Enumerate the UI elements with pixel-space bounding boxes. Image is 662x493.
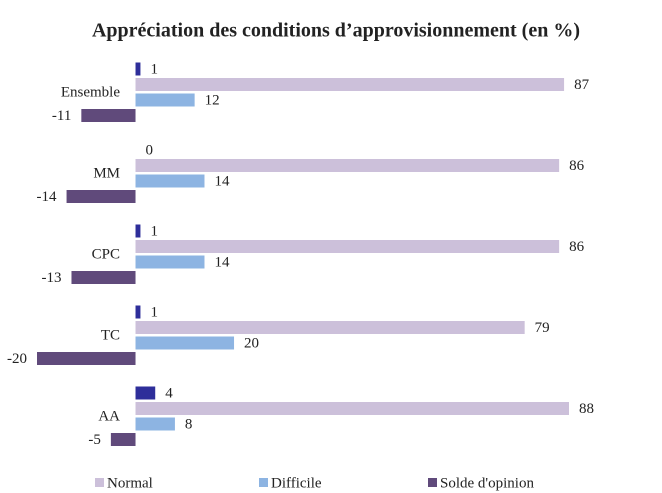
bar [135, 402, 569, 415]
category-label: Ensemble [61, 84, 120, 100]
bar [135, 336, 235, 350]
value-label: -5 [88, 432, 101, 448]
value-label: 79 [535, 320, 550, 336]
legend-label: Solde d'opinion [440, 475, 534, 491]
bar [135, 62, 141, 76]
value-label: 1 [150, 223, 158, 239]
value-label: -20 [7, 351, 27, 367]
value-label: 1 [150, 61, 158, 77]
bar [71, 271, 136, 284]
bar [81, 109, 136, 122]
bar [135, 305, 141, 319]
bar [135, 417, 175, 431]
bar [135, 159, 560, 172]
legend-label: Difficile [271, 475, 322, 491]
value-label: 86 [569, 158, 585, 174]
value-label: 86 [569, 239, 585, 255]
bar [37, 352, 136, 365]
bar [135, 321, 525, 334]
category-label: AA [98, 408, 120, 424]
legend-swatch [259, 478, 268, 487]
value-label: 12 [205, 92, 220, 108]
value-label: 14 [214, 173, 230, 189]
value-label: 20 [244, 335, 259, 351]
category-label: CPC [92, 246, 120, 262]
value-label: -13 [41, 270, 61, 286]
bar [135, 240, 560, 253]
value-label: -14 [37, 189, 57, 205]
value-label: 4 [165, 385, 173, 401]
value-label: 87 [574, 77, 590, 93]
category-label: MM [93, 165, 120, 181]
value-label: -11 [52, 108, 71, 124]
legend-label: Normal [107, 475, 153, 491]
chart-title: Appréciation des conditions d’approvisio… [92, 20, 580, 42]
bar [135, 78, 565, 91]
legend-swatch [428, 478, 437, 487]
bar [135, 174, 205, 188]
value-label: 1 [150, 304, 158, 320]
bar [135, 224, 141, 238]
bar [110, 433, 136, 446]
legend-swatch [95, 478, 104, 487]
value-label: 8 [185, 416, 193, 432]
value-label: 14 [214, 254, 230, 270]
bar [135, 386, 156, 400]
category-label: TC [101, 327, 120, 343]
bar [135, 93, 195, 107]
bar [135, 255, 205, 269]
value-label: 88 [579, 401, 594, 417]
bar [66, 190, 136, 203]
value-label: 0 [146, 142, 154, 158]
